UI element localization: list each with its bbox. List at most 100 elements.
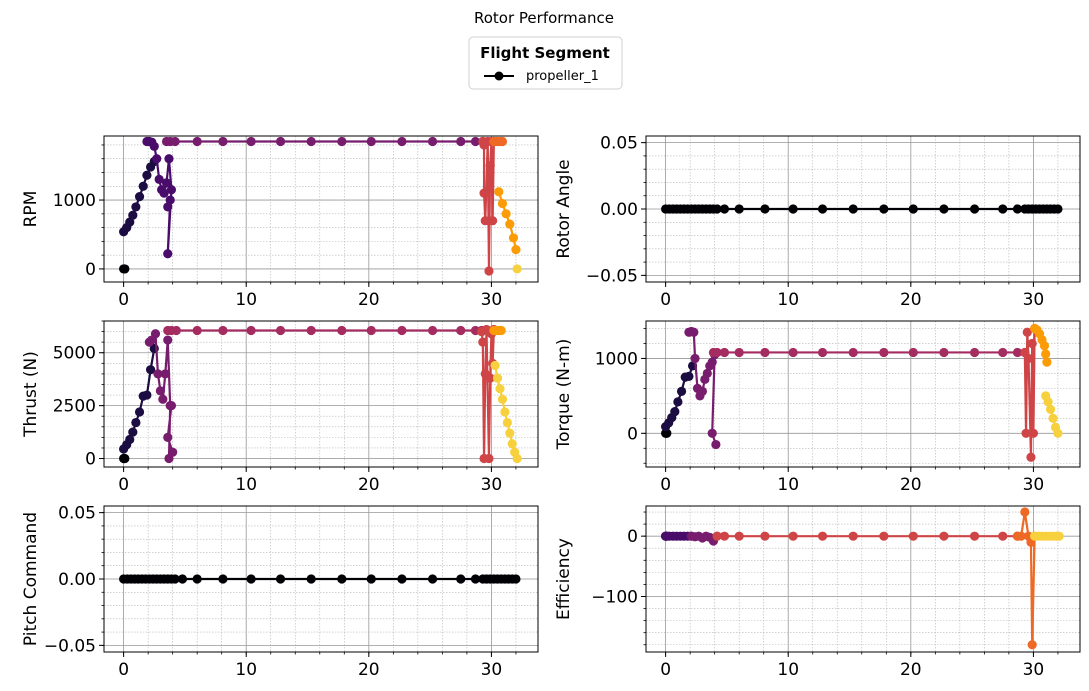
y-axis-label: Torque (N-m)	[554, 339, 574, 451]
data-point	[1042, 357, 1052, 367]
x-tick-label: 10	[777, 290, 799, 310]
data-point	[1023, 353, 1034, 364]
x-tick-label: 0	[118, 475, 129, 495]
y-tick-label: 0.05	[58, 504, 96, 524]
data-point	[719, 347, 730, 358]
data-point	[500, 407, 510, 417]
data-point	[908, 204, 918, 214]
x-tick-label: 20	[358, 660, 380, 680]
legend-entry-label: propeller_1	[526, 69, 599, 84]
data-point	[134, 407, 145, 417]
x-tick-label: 30	[1023, 290, 1045, 310]
y-axis-label: Pitch Command	[21, 512, 41, 646]
data-point	[760, 204, 770, 214]
x-tick-label: 10	[235, 660, 257, 680]
data-point	[1043, 397, 1053, 407]
data-point	[1012, 347, 1023, 358]
y-tick-label: 1000	[595, 349, 638, 369]
data-point	[511, 245, 521, 255]
data-point	[848, 204, 858, 214]
axes-frame	[103, 320, 539, 468]
y-tick-label: 0	[627, 527, 638, 547]
y-axis-label: Thrust (N)	[21, 351, 41, 438]
data-point	[788, 531, 798, 541]
data-point	[707, 428, 717, 438]
data-point	[969, 347, 980, 358]
data-point	[494, 187, 504, 197]
data-point	[142, 170, 152, 180]
data-series	[661, 507, 1064, 650]
data-point	[879, 531, 889, 541]
data-point	[734, 204, 744, 214]
subplot-pitch-command: 0 10 20 30 −0.05 0.00 0.05 Pitch Command	[21, 504, 539, 680]
data-point	[155, 386, 165, 396]
data-point	[712, 347, 722, 358]
axes-frame	[103, 135, 539, 283]
data-point	[969, 531, 980, 541]
data-point	[470, 574, 481, 584]
data-point	[485, 373, 495, 383]
data-point	[998, 204, 1008, 214]
data-point	[485, 161, 495, 171]
data-point	[497, 198, 508, 209]
data-point	[125, 217, 135, 227]
data-point	[159, 188, 169, 198]
data-point	[153, 369, 163, 379]
series-line	[481, 140, 495, 273]
legend: Flight Segment propeller_1	[468, 36, 623, 90]
data-point	[788, 204, 798, 214]
data-point	[479, 188, 489, 198]
x-tick-label: 30	[1023, 475, 1045, 495]
data-point	[502, 417, 512, 428]
data-point	[275, 136, 286, 147]
y-tick-label: 0.00	[600, 200, 638, 220]
x-tick-label: 20	[900, 660, 922, 680]
data-point	[492, 373, 503, 383]
data-point	[427, 136, 438, 147]
data-point	[160, 369, 170, 379]
y-tick-label: 0.05	[600, 134, 638, 154]
data-point	[125, 434, 135, 445]
data-point	[734, 531, 744, 541]
data-point	[149, 141, 159, 151]
data-point	[145, 365, 156, 375]
y-tick-label: −100	[591, 587, 638, 607]
data-series	[119, 574, 521, 584]
data-point	[397, 574, 407, 584]
y-tick-label: 5000	[53, 344, 96, 364]
data-point	[397, 136, 407, 147]
data-point	[275, 574, 286, 584]
data-point	[168, 447, 178, 457]
data-point	[702, 368, 712, 379]
data-point	[508, 233, 519, 243]
data-point	[163, 249, 173, 259]
legend-title: Flight Segment	[480, 44, 610, 62]
data-point	[366, 574, 376, 584]
data-point	[138, 181, 148, 191]
axes-frame	[645, 505, 1081, 653]
series-line	[1023, 328, 1036, 459]
data-point	[719, 531, 730, 541]
x-tick-label: 10	[777, 475, 799, 495]
data-point	[670, 406, 680, 417]
data-point	[166, 401, 177, 411]
data-point	[484, 453, 494, 464]
data-point	[848, 347, 858, 358]
data-point	[512, 453, 522, 464]
data-point	[490, 360, 500, 371]
data-point	[1045, 404, 1056, 414]
data-point	[711, 439, 721, 450]
data-point	[142, 390, 152, 400]
data-point	[246, 136, 256, 147]
data-point	[218, 136, 228, 147]
data-point	[163, 202, 173, 212]
data-point	[397, 325, 407, 336]
data-point	[511, 574, 521, 584]
data-series	[119, 136, 522, 276]
y-tick-label: −0.05	[44, 636, 96, 656]
data-point	[170, 136, 180, 147]
data-point	[1053, 428, 1063, 438]
data-point	[817, 347, 828, 358]
